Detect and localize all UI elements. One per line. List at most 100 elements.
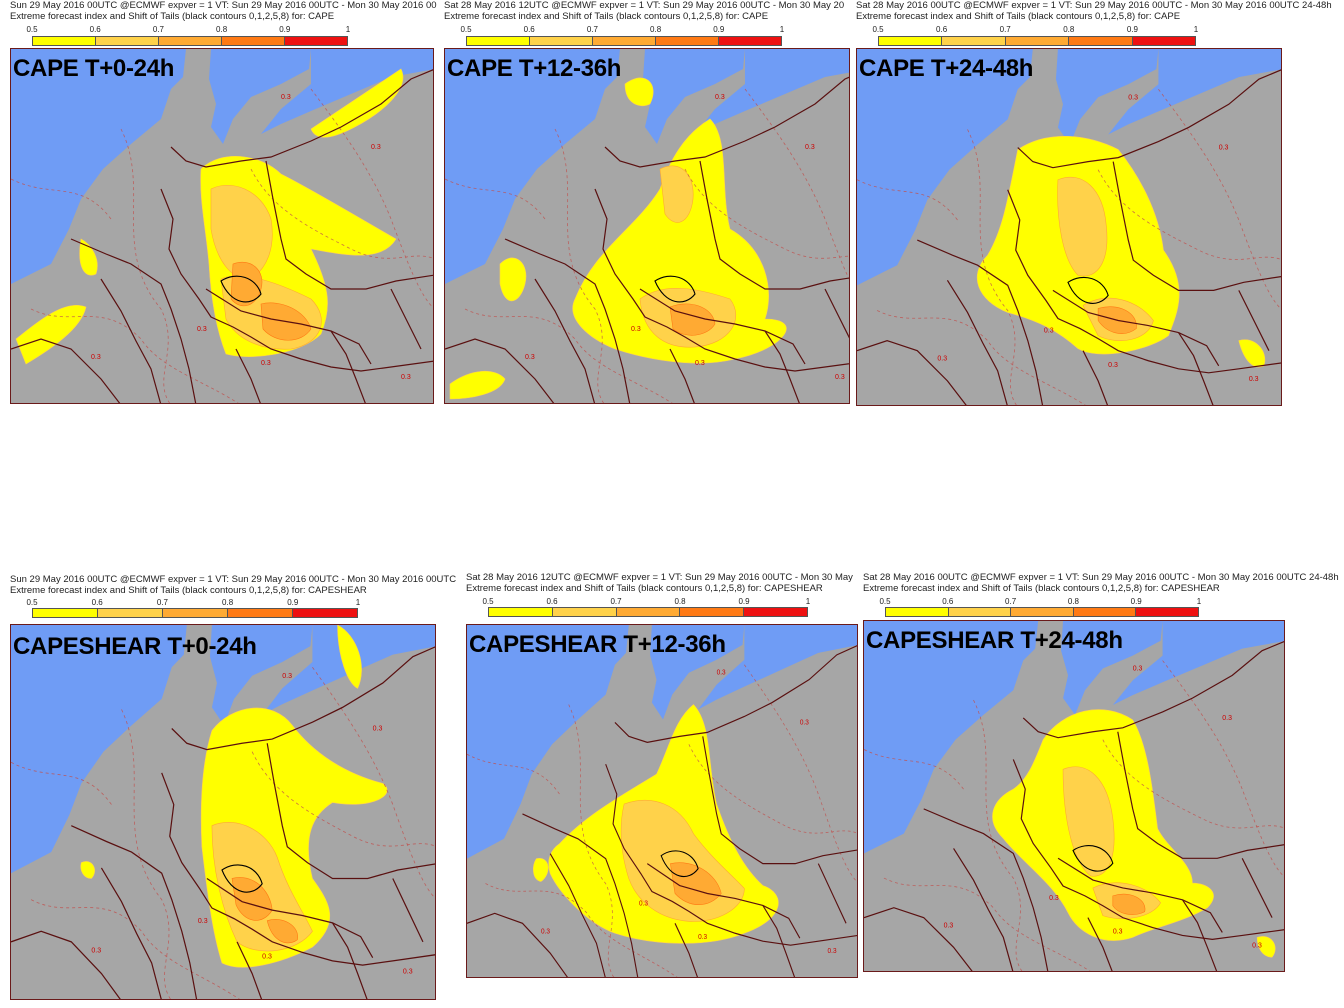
country-border <box>160 188 433 372</box>
country-border <box>639 288 806 365</box>
panel-title: CAPESHEAR T+0-24h <box>13 633 257 660</box>
contour-label: 0.3 <box>717 670 726 677</box>
tick-label: 0.5 <box>482 597 494 606</box>
country-border <box>235 348 261 403</box>
country-border <box>1087 917 1113 971</box>
colorbar-segment <box>1005 37 1070 45</box>
tick-label: 0.8 <box>674 597 686 606</box>
efi-contour <box>445 178 546 220</box>
header-line-1: Sat 28 May 2016 12UTC @ECMWF expver = 1 … <box>444 0 845 11</box>
country-border <box>467 912 568 977</box>
country-border <box>171 646 435 751</box>
efi-shading <box>533 858 549 882</box>
efi-shading <box>449 370 506 400</box>
country-border <box>1178 332 1214 405</box>
map-area: 0.3 0.3 0.3 0.3 0.3 0.3 CAPESHEAR T+24-48h <box>863 620 1285 972</box>
tick-label: 0.8 <box>216 25 228 34</box>
country-border <box>266 743 435 880</box>
colorbar-segment <box>744 608 807 616</box>
sea-area <box>864 621 1039 854</box>
colorbar-segment <box>222 37 285 45</box>
sea-area <box>467 625 629 859</box>
tick-label: 0.5 <box>879 597 891 606</box>
country-border <box>206 877 374 959</box>
contour-label: 0.3 <box>198 916 208 925</box>
sot-contour <box>221 864 263 893</box>
tick-label: 0.9 <box>713 25 725 34</box>
efi-map: 0.3 0.3 0.3 0.3 0.3 0.3 <box>857 49 1281 405</box>
sea-area <box>1061 621 1163 715</box>
header-line-1: Sun 29 May 2016 00UTC @ECMWF expver = 1 … <box>10 574 457 585</box>
efi-shading <box>230 262 263 307</box>
country-border <box>1057 857 1223 933</box>
panel-cape-24-48: Sat 28 May 2016 00UTC @ECMWF expver = 1 … <box>856 0 1344 408</box>
sea-area <box>209 625 313 726</box>
efi-contour <box>1097 169 1281 260</box>
contour-label: 0.3 <box>1222 715 1232 722</box>
country-border <box>265 160 433 290</box>
contour-label: 0.3 <box>371 144 381 151</box>
contour-label: 0.3 <box>639 900 648 907</box>
tick-label: 0.9 <box>1126 25 1138 34</box>
country-border <box>824 288 849 339</box>
colorbar-segment <box>886 608 949 616</box>
panel-cape-0-24: Sun 29 May 2016 00UTC @ECMWF expver = 1 … <box>10 0 438 406</box>
tick-label: 0.6 <box>546 597 558 606</box>
map-area: 0.3 0.3 0.3 0.3 0.3 0.3 CAPE T+12-36h <box>444 48 850 404</box>
contour-label: 0.3 <box>91 945 101 954</box>
country-border <box>1241 858 1273 918</box>
panel-header: Sun 29 May 2016 00UTC @ECMWF expver = 1 … <box>10 0 438 22</box>
efi-contour <box>554 128 605 403</box>
contour-label: 0.3 <box>828 948 837 955</box>
contour-label: 0.3 <box>197 326 207 333</box>
country-border <box>522 813 639 977</box>
efi-contour <box>250 168 433 259</box>
country-border <box>917 239 1044 405</box>
efi-map: 0.3 0.3 0.3 0.3 0.3 0.3 <box>11 49 433 403</box>
contour-label: 0.3 <box>1049 895 1059 902</box>
sea-area <box>695 49 849 134</box>
efi-shading <box>624 77 654 107</box>
country-border <box>1017 69 1281 169</box>
contour-label: 0.3 <box>1113 928 1123 935</box>
country-border <box>392 878 424 943</box>
country-border <box>817 863 847 924</box>
efi-contour <box>744 664 857 883</box>
sea-area <box>1055 49 1159 145</box>
country-border <box>762 905 796 977</box>
tick-label: 0.5 <box>460 25 472 34</box>
efi-shading <box>79 238 98 276</box>
efi-contour <box>1158 88 1281 310</box>
colorbar-segment <box>1136 608 1198 616</box>
efi-map: 0.3 0.3 0.3 0.3 0.3 0.3 <box>445 49 849 403</box>
efi-map: 0.3 0.3 0.3 0.3 0.3 0.3 <box>11 625 435 999</box>
panel-title: CAPE T+0-24h <box>13 55 175 82</box>
colorbar-segment <box>616 608 681 616</box>
contour-label: 0.3 <box>800 719 809 726</box>
map-area: 0.3 0.3 0.3 0.3 0.3 0.3 CAPE T+0-24h <box>10 48 434 404</box>
panel-title: CAPE T+12-36h <box>447 55 622 82</box>
sea-area <box>209 49 311 144</box>
efi-contour <box>744 88 849 280</box>
efi-shading <box>1256 936 1276 958</box>
contour-label: 0.3 <box>631 326 641 333</box>
colorbar-segment <box>33 609 98 617</box>
efi-shading <box>1057 176 1108 277</box>
efi-contour <box>11 761 112 805</box>
colorbar-ticks: 0.5 0.6 0.7 0.8 0.9 1 <box>26 598 360 607</box>
country-border <box>764 330 800 403</box>
efi-contour <box>121 709 172 999</box>
header-line-2: Extreme forecast index and Shift of Tail… <box>10 585 367 596</box>
country-border <box>504 238 631 403</box>
tick-label: 0.7 <box>152 25 164 34</box>
contour-label: 0.3 <box>1219 145 1229 152</box>
efi-shading <box>1238 339 1266 368</box>
panel-cape-12-36: Sat 28 May 2016 12UTC @ECMWF expver = 1 … <box>444 0 852 406</box>
colorbar <box>488 607 808 617</box>
country-border <box>614 645 857 743</box>
tick-label: 0.7 <box>156 598 168 607</box>
efi-contour <box>973 699 1023 971</box>
country-border <box>857 339 967 405</box>
efi-shading <box>266 919 298 944</box>
country-border <box>604 76 849 168</box>
